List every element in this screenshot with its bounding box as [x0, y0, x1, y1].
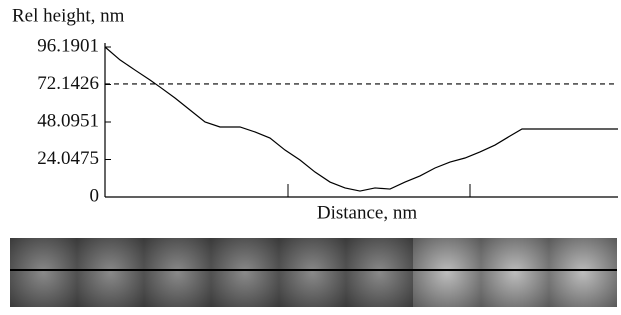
image-strip [10, 238, 617, 307]
y-tick-label: 96.1901 [37, 35, 99, 56]
chart: Rel height, nm Distance, nm 0 24.0475 48.0… [0, 0, 621, 310]
tile [279, 238, 346, 307]
tile [346, 238, 413, 307]
tile [481, 238, 549, 307]
tile [144, 238, 211, 307]
y-tick-label: 0 [90, 185, 100, 206]
tile [10, 238, 77, 307]
y-tick-label: 48.0951 [37, 110, 99, 131]
data-line [105, 47, 618, 191]
y-tick-label: 72.1426 [37, 73, 99, 94]
tile [211, 238, 279, 307]
tile [77, 238, 144, 307]
y-tick-label: 24.0475 [37, 148, 99, 169]
page: Rel height, nm Distance, nm 0 24.0475 48.0… [0, 0, 621, 315]
y-axis-title: Rel height, nm [12, 5, 125, 26]
x-axis-title: Distance, nm [317, 202, 417, 223]
tile [413, 238, 481, 307]
tile [549, 238, 617, 307]
